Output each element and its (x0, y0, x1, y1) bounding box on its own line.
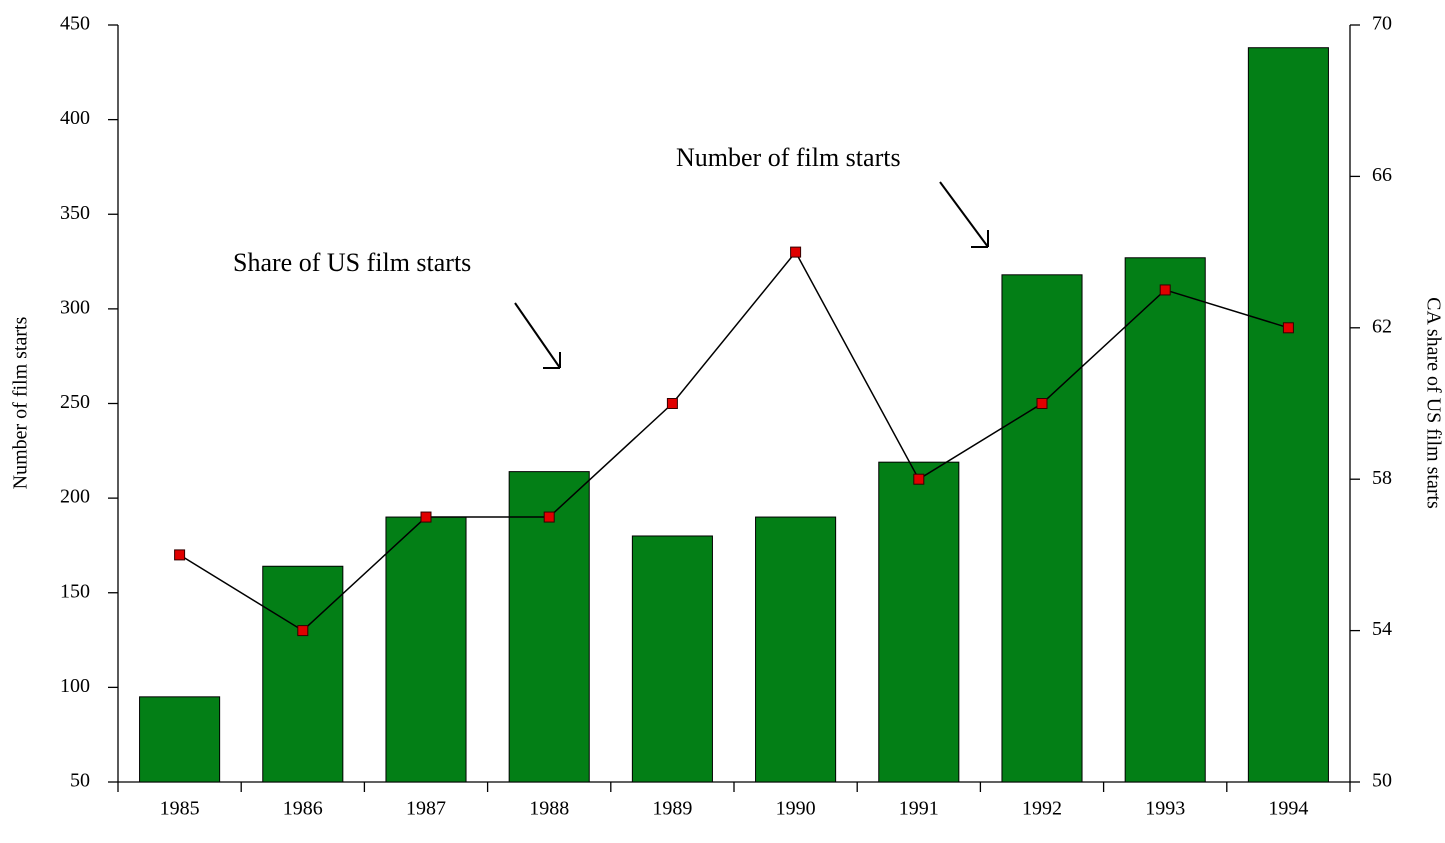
bar (139, 696, 221, 783)
line-marker (666, 398, 678, 409)
y2-tick-label: 62 (1372, 315, 1392, 337)
y2-axis-label: CA share of US film starts (1422, 297, 1444, 509)
x-tick-label: 1992 (1022, 798, 1062, 820)
line-marker (1282, 322, 1294, 334)
bar (1247, 47, 1329, 783)
y2-tick-label: 66 (1372, 164, 1392, 186)
y-tick-label: 150 (60, 580, 90, 602)
x-tick-label: 1991 (899, 798, 939, 820)
y2-tick-label: 54 (1372, 618, 1392, 640)
line-marker (174, 549, 186, 561)
y-tick-label: 300 (60, 296, 90, 318)
annotation: Share of US film starts (233, 248, 471, 277)
bar (631, 535, 713, 783)
y-tick-label: 450 (60, 13, 90, 35)
bar (1001, 274, 1083, 783)
y2-tick-label: 50 (1372, 770, 1392, 792)
x-tick-label: 1985 (160, 798, 200, 820)
x-tick-label: 1994 (1268, 798, 1308, 820)
bar (508, 471, 590, 783)
line-marker (543, 511, 555, 523)
line-marker (420, 511, 432, 523)
annotation-arrow (514, 302, 561, 369)
x-tick-label: 1986 (283, 798, 323, 820)
y-axis-label: Number of film starts (10, 316, 32, 489)
line-marker (297, 625, 309, 637)
y-tick-label: 350 (60, 202, 90, 224)
line-marker (790, 246, 802, 258)
bar (878, 461, 960, 783)
line (179, 250, 1289, 632)
bar (262, 565, 344, 783)
x-tick-label: 1993 (1145, 798, 1185, 820)
x-tick-label: 1988 (529, 798, 569, 820)
y-tick-label: 250 (60, 391, 90, 413)
x-tick-label: 1987 (406, 798, 446, 820)
x-tick-label: 1989 (652, 798, 692, 820)
y-tick-label: 100 (60, 675, 90, 697)
y-tick-label: 50 (70, 770, 90, 792)
annotation-arrow (939, 181, 989, 248)
line-marker (1159, 284, 1171, 296)
x-tick-label: 1990 (776, 798, 816, 820)
line-marker (913, 473, 925, 485)
bar (755, 516, 837, 783)
y-tick-label: 400 (60, 107, 90, 129)
y2-tick-label: 70 (1372, 13, 1392, 35)
bar (385, 516, 467, 783)
annotation: Number of film starts (676, 143, 901, 172)
y2-tick-label: 58 (1372, 467, 1392, 489)
bar (1124, 257, 1206, 783)
line-marker (1036, 398, 1048, 409)
y-tick-label: 200 (60, 486, 90, 508)
